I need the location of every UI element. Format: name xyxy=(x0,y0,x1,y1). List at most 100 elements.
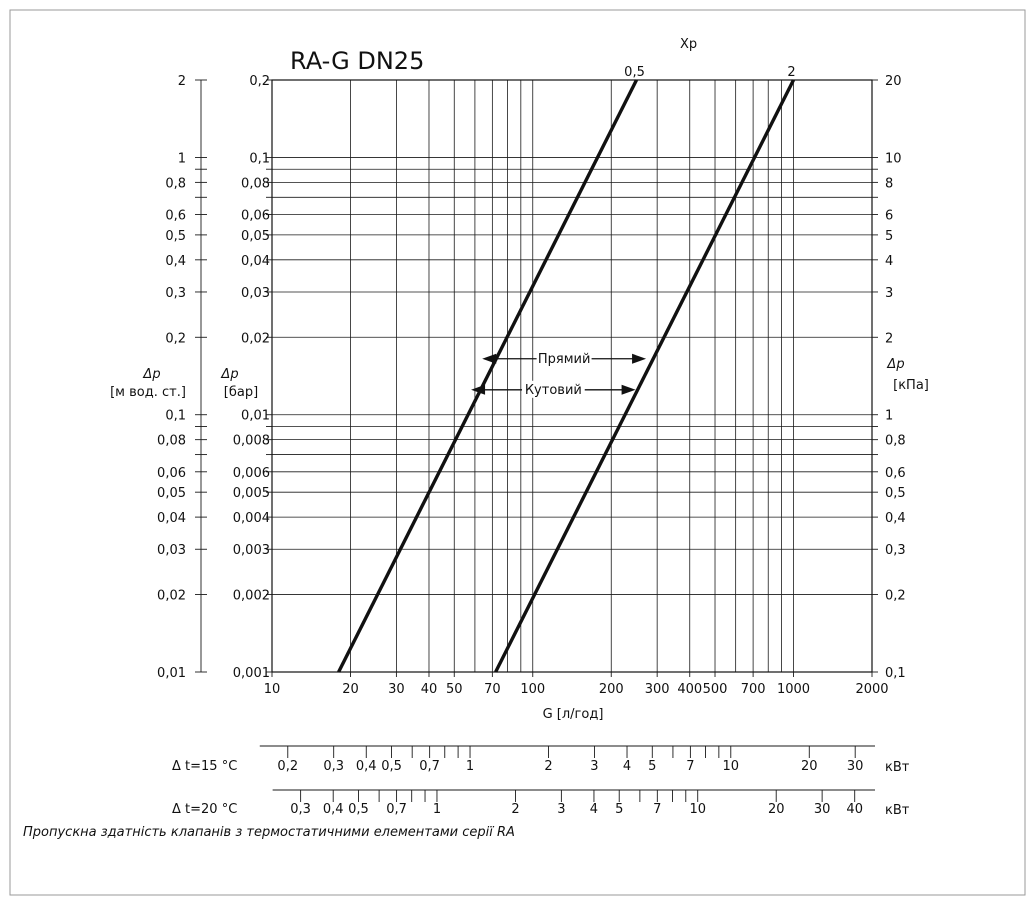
x-tick-label: 10 xyxy=(264,682,281,697)
left-inner-tick-label: 0,1 xyxy=(249,151,270,166)
power-scale-tick-label: 1 xyxy=(466,759,474,774)
series-label: 2 xyxy=(787,65,795,80)
left-inner-tick-label: 0,06 xyxy=(241,209,270,224)
power-scale-tick-label: 0,3 xyxy=(323,759,344,774)
series-line xyxy=(337,79,639,673)
power-scale-tick-label: 30 xyxy=(847,759,864,774)
series-line xyxy=(494,79,796,673)
series-label: 0,5 xyxy=(624,65,645,80)
power-scale-tick-label: 5 xyxy=(615,802,623,817)
power-scale-tick-label: 40 xyxy=(846,802,863,817)
plot-border xyxy=(271,79,873,673)
annotation-arrowhead xyxy=(471,384,486,395)
power-scale-tick-label: 1 xyxy=(433,802,441,817)
xp-label: Xp xyxy=(680,37,697,52)
left-outer-tick-label: 1 xyxy=(178,151,186,166)
figure-frame xyxy=(9,9,1026,896)
power-scale-tick-label: 7 xyxy=(686,759,694,774)
left-outer-tick-label: 0,01 xyxy=(157,666,186,681)
power-scale-tick-label: 20 xyxy=(801,759,818,774)
x-tick-label: 1000 xyxy=(777,682,810,697)
x-axis-label: G [л/год] xyxy=(543,707,604,722)
left-outer-axis-label-unit: [м вод. ст.] xyxy=(110,385,186,400)
chart-title: RA-G DN25 xyxy=(290,47,424,75)
power-scale-tick-label: 0,7 xyxy=(386,802,407,817)
x-tick-label: 500 xyxy=(703,682,728,697)
right-tick-label: 10 xyxy=(885,151,902,166)
left-outer-tick-label: 0,04 xyxy=(157,511,186,526)
right-tick-label: 4 xyxy=(885,254,893,269)
power-scale-tick-label: 30 xyxy=(814,802,831,817)
figure-caption: Пропускна здатність клапанів з термостат… xyxy=(23,825,515,840)
left-inner-tick-label: 0,02 xyxy=(241,331,270,346)
power-scales: 0,2 0,3 0,4 0,5 0,7 1 2 3 4 5 7 10 20 30 Δ t=15 °C кВт 0… xyxy=(172,745,910,818)
right-tick-label: 0,5 xyxy=(885,486,906,501)
left-inner-tick-label: 0,04 xyxy=(241,254,270,269)
left-outer-tick-label: 0,4 xyxy=(165,254,186,269)
right-tick-label: 0,8 xyxy=(885,434,906,449)
power-scale-tick-label: 4 xyxy=(590,802,598,817)
power-scale-unit: кВт xyxy=(885,803,910,818)
left-inner-tick-label: 0,08 xyxy=(241,176,270,191)
power-scale-tick-label: 0,2 xyxy=(277,759,298,774)
left-outer-tick-label: 0,08 xyxy=(157,434,186,449)
right-tick-label: 6 xyxy=(885,209,893,224)
annotation-arrowhead xyxy=(632,353,647,364)
left-inner-tick-label: 0,005 xyxy=(233,486,270,501)
x-tick-label: 100 xyxy=(520,682,545,697)
x-tick-label: 200 xyxy=(599,682,624,697)
power-scale-tick-label: 0,5 xyxy=(348,802,369,817)
x-tick-label: 40 xyxy=(421,682,438,697)
power-scale-tick-label: 3 xyxy=(590,759,598,774)
left-inner-tick-label: 0,2 xyxy=(249,74,270,89)
left-inner-axis-label-unit: [бар] xyxy=(224,385,258,400)
power-scale-tick-label: 10 xyxy=(723,759,740,774)
right-tick-label: 0,1 xyxy=(885,666,906,681)
left-outer-axis: 0,01 0,02 0,03 0,04 0,05 0,06 0,08 0,1 0,2 0,3 0,4… xyxy=(157,74,207,681)
power-scale-tick-label: 0,4 xyxy=(356,759,377,774)
annotation-arrowhead xyxy=(482,353,497,364)
left-outer-tick-label: 0,2 xyxy=(165,331,186,346)
left-inner-tick-label: 0,006 xyxy=(233,466,270,481)
annotation-label-bg xyxy=(522,380,585,398)
annotation-arrowhead xyxy=(621,384,636,395)
right-tick-label: 1 xyxy=(885,409,893,424)
right-tick-label: 5 xyxy=(885,229,893,244)
annotations: Прямий Кутовий xyxy=(471,349,647,398)
left-outer-tick-label: 0,5 xyxy=(165,229,186,244)
power-scale-label: Δ t=15 °C xyxy=(172,759,237,774)
x-tick-label: 300 xyxy=(645,682,670,697)
left-inner-tick-label: 0,05 xyxy=(241,229,270,244)
x-tick-label: 2000 xyxy=(855,682,888,697)
power-scale-tick-label: 20 xyxy=(768,802,785,817)
right-tick-label: 20 xyxy=(885,74,902,89)
right-tick-label: 0,3 xyxy=(885,543,906,558)
power-scale-tick-label: 5 xyxy=(648,759,656,774)
annotation-label: Кутовий xyxy=(525,383,582,398)
left-inner-tick-label: 0,004 xyxy=(233,511,270,526)
left-inner-tick-label: 0,008 xyxy=(233,434,270,449)
annotation-label: Прямий xyxy=(538,352,591,367)
x-tick-label: 70 xyxy=(484,682,501,697)
right-tick-label: 2 xyxy=(885,331,893,346)
right-tick-label: 0,2 xyxy=(885,589,906,604)
left-outer-tick-label: 0,03 xyxy=(157,543,186,558)
power-scale-tick-label: 0,5 xyxy=(381,759,402,774)
power-scale-tick-label: 0,4 xyxy=(323,802,344,817)
annotation-label-bg xyxy=(536,349,592,367)
left-outer-tick-label: 0,6 xyxy=(165,209,186,224)
power-scale-label: Δ t=20 °C xyxy=(172,802,237,817)
left-inner-tick-label: 0,003 xyxy=(233,543,270,558)
right-axis-label-symbol: Δp xyxy=(886,357,904,372)
left-inner-axis: 0,001 0,002 0,003 0,004 0,005 0,006 0,008 0,01 0… xyxy=(233,74,272,681)
grid xyxy=(272,80,872,672)
left-outer-tick-label: 0,06 xyxy=(157,466,186,481)
left-outer-tick-label: 2 xyxy=(178,74,186,89)
left-outer-tick-label: 0,1 xyxy=(165,409,186,424)
left-outer-tick-label: 0,05 xyxy=(157,486,186,501)
left-outer-tick-label: 0,02 xyxy=(157,589,186,604)
right-tick-label: 0,6 xyxy=(885,466,906,481)
power-scale-tick-label: 0,7 xyxy=(419,759,440,774)
series-lines: 0,5 2 xyxy=(337,65,796,673)
